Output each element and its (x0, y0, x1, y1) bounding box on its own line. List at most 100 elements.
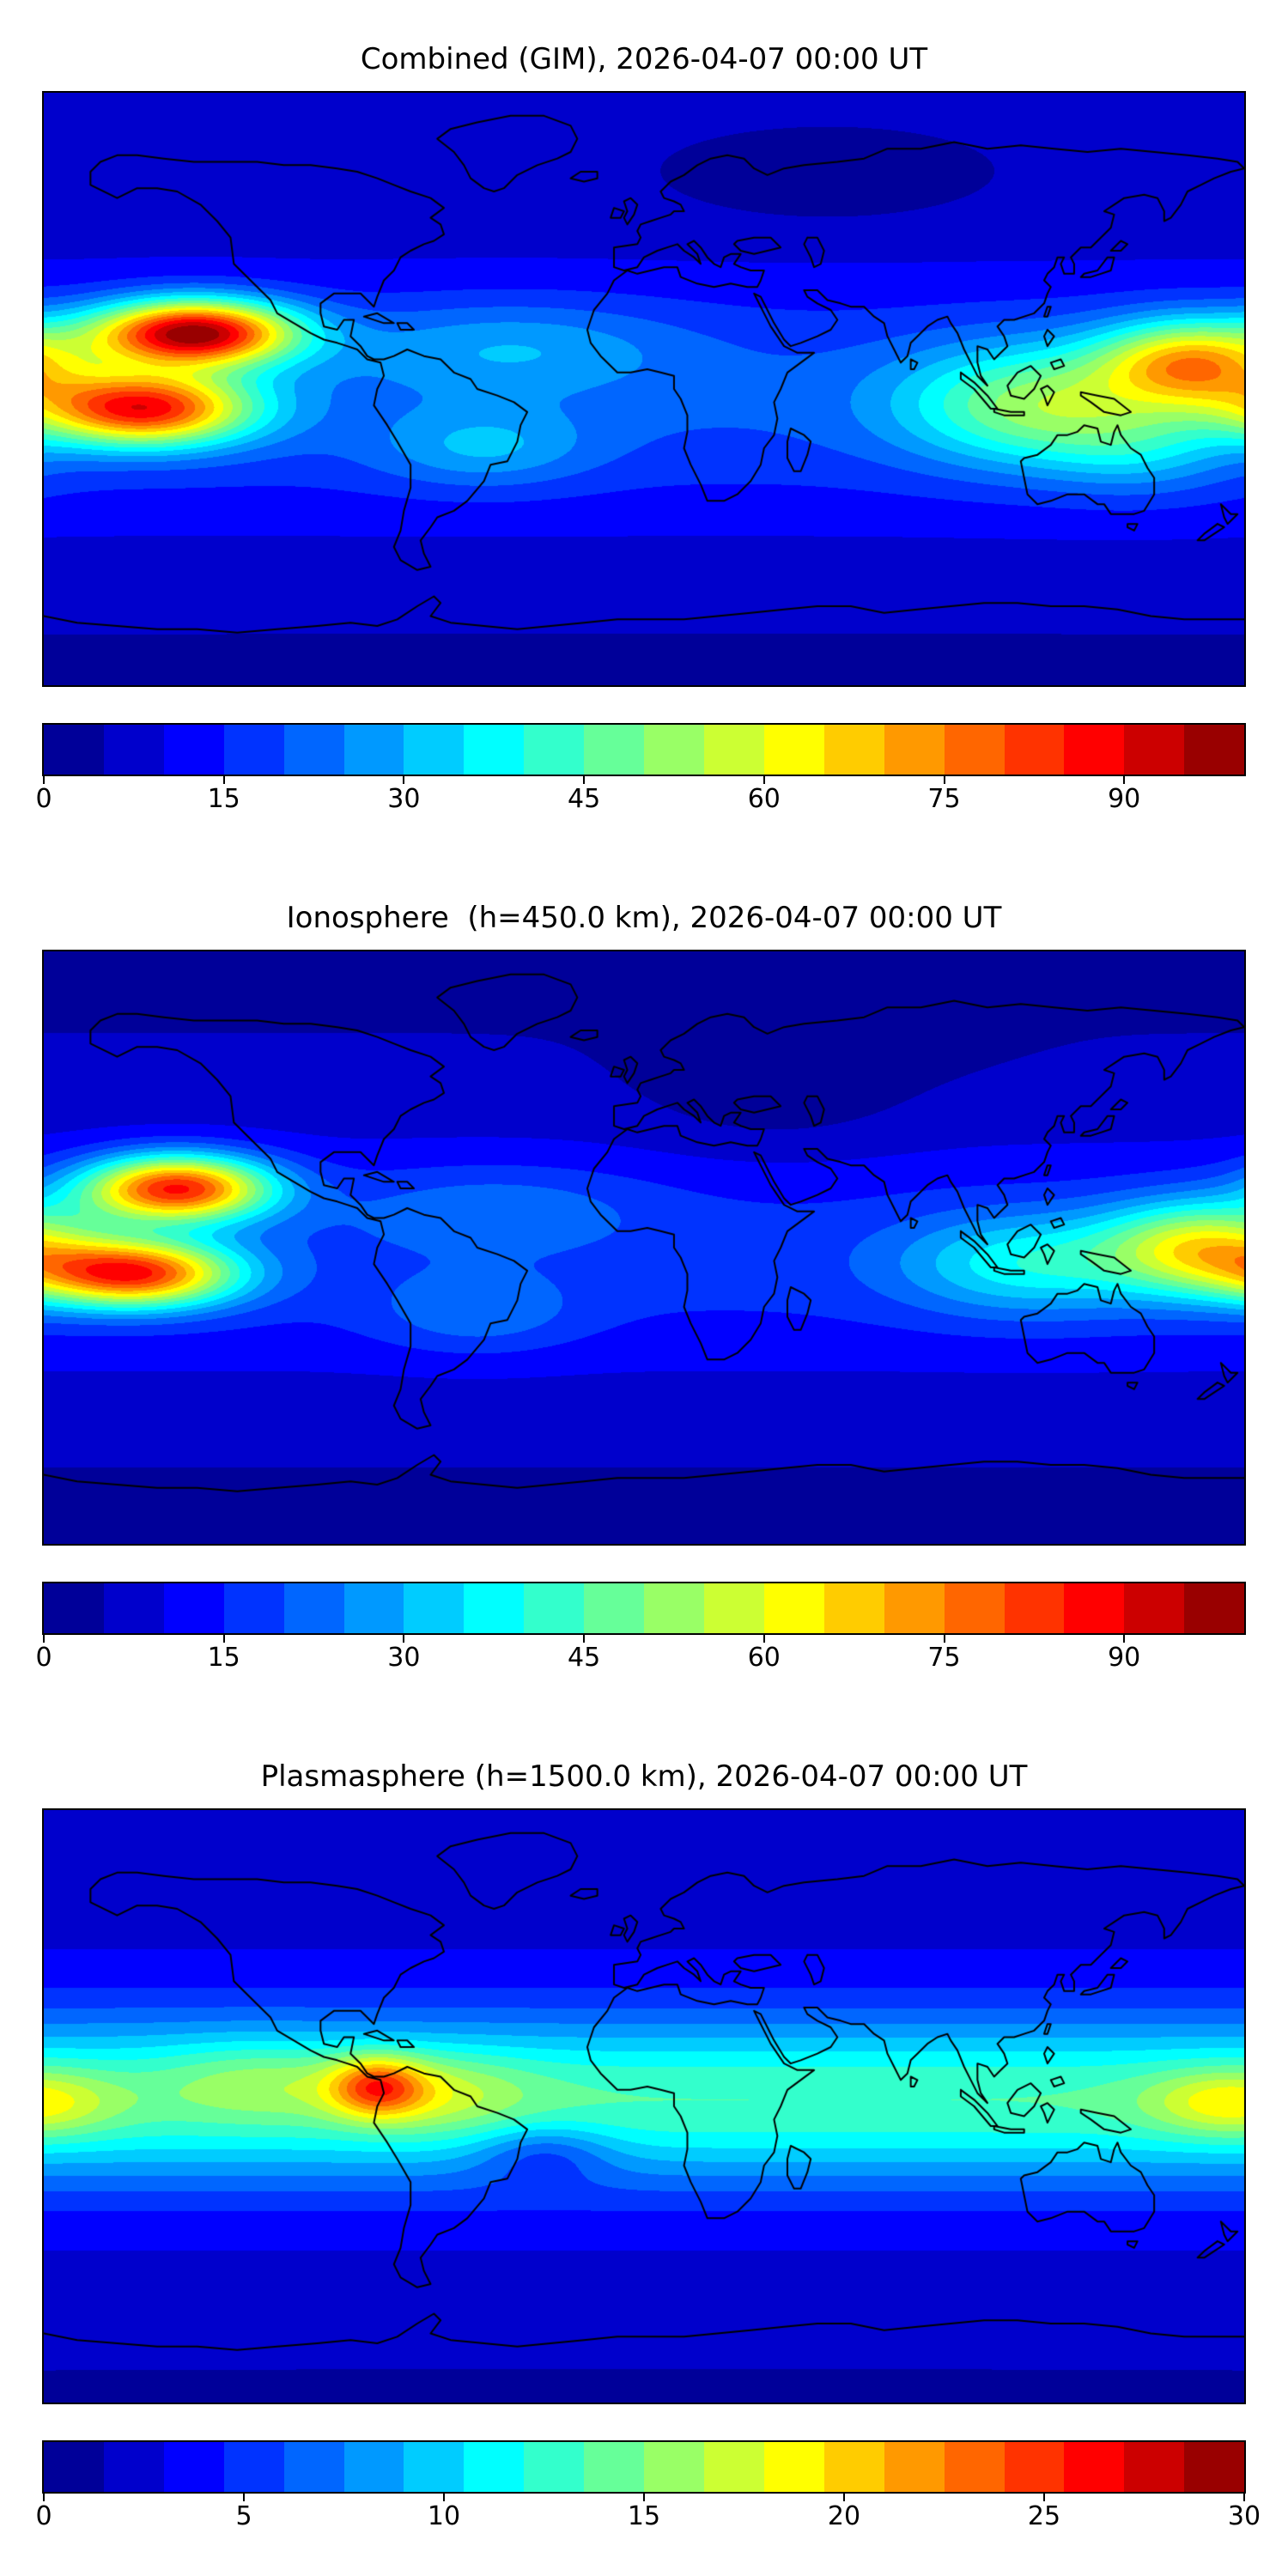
colorbar-segment (343, 1583, 404, 1633)
colorbar-segment (44, 725, 104, 775)
colorbar-segment (44, 1583, 104, 1633)
colorbar-segment (404, 725, 465, 775)
colorbar-ticks-plasmasphere: 0 5 10 15 20 25 30 (35, 2494, 1261, 2537)
colorbar-tickmark (43, 2494, 45, 2501)
colorbar-segment (644, 1583, 704, 1633)
colorbar-tick-label: 90 (1108, 1643, 1141, 1673)
colorbar-segment (1004, 1583, 1065, 1633)
colorbar-segment (763, 725, 824, 775)
map-combined-gim (42, 91, 1246, 687)
colorbar-segment (223, 725, 284, 775)
colorbar-tick-label: 0 (35, 2501, 52, 2531)
colorbar-combined (42, 723, 1246, 776)
colorbar-segment (283, 2442, 344, 2492)
colorbar-tickmark (243, 2494, 245, 2501)
panel-title-combined: Combined (GIM), 2026-04-07 00:00 UT (360, 42, 928, 76)
colorbar-segment (524, 1583, 585, 1633)
colorbar-ionosphere (42, 1582, 1246, 1635)
colorbar-tickmark (1043, 2494, 1045, 2501)
colorbar-segment (343, 725, 404, 775)
colorbar-segment (584, 725, 645, 775)
colorbar-segment (703, 2442, 764, 2492)
colorbar-segment (524, 725, 585, 775)
colorbar-segment (763, 1583, 824, 1633)
colorbar-segment (524, 2442, 585, 2492)
colorbar-tick-label: 30 (387, 784, 421, 814)
colorbar-segment (763, 2442, 824, 2492)
colorbar-tick-label: 60 (747, 784, 781, 814)
colorbar-segment (823, 725, 884, 775)
colorbar-segment (1004, 2442, 1065, 2492)
colorbar-segment (44, 2442, 104, 2492)
tec-map-canvas-combined (42, 91, 1246, 687)
colorbar-tickmark (943, 776, 945, 784)
colorbar-tick-label: 45 (568, 784, 601, 814)
colorbar-tickmark (222, 776, 225, 784)
colorbar-tick-label: 5 (235, 2501, 252, 2531)
colorbar-tickmark (843, 2494, 845, 2501)
colorbar-segment (1184, 725, 1245, 775)
colorbar-segment (703, 725, 764, 775)
colorbar-segment (103, 2442, 164, 2492)
colorbar-segment (944, 2442, 1005, 2492)
colorbar-tickmark (1243, 2494, 1245, 2501)
colorbar-tick-label: 0 (35, 1643, 52, 1673)
colorbar-segment (223, 2442, 284, 2492)
colorbar-tickmark (43, 776, 45, 784)
colorbar-tick-label: 10 (427, 2501, 461, 2531)
colorbar-segment (163, 725, 224, 775)
colorbar-tick-label: 0 (35, 784, 52, 814)
colorbar-plasmasphere (42, 2440, 1246, 2494)
colorbar-segment (283, 725, 344, 775)
colorbar-tickmark (1123, 776, 1126, 784)
colorbar-segment (823, 2442, 884, 2492)
colorbar-segment (223, 1583, 284, 1633)
colorbar-segment (944, 1583, 1005, 1633)
colorbar-segment (163, 2442, 224, 2492)
colorbar-tick-label: 20 (827, 2501, 861, 2531)
colorbar-segment (1124, 1583, 1185, 1633)
colorbar-segment (1184, 2442, 1245, 2492)
colorbar-tick-label: 30 (1227, 2501, 1261, 2531)
colorbar-tick-label: 45 (568, 1643, 601, 1673)
colorbar-segment (644, 2442, 704, 2492)
panel-title-ionosphere: Ionosphere (h=450.0 km), 2026-04-07 00:0… (286, 901, 1002, 935)
colorbar-segment (404, 2442, 465, 2492)
colorbar-segment (884, 1583, 945, 1633)
panel-ionosphere: Ionosphere (h=450.0 km), 2026-04-07 00:0… (0, 898, 1288, 1678)
colorbar-tickmark (762, 1635, 765, 1643)
colorbar-tick-label: 15 (627, 2501, 661, 2531)
colorbar-tickmark (583, 776, 586, 784)
colorbar-segment (1124, 725, 1185, 775)
colorbar-segment (343, 2442, 404, 2492)
colorbar-tickmark (222, 1635, 225, 1643)
colorbar-segment (464, 725, 525, 775)
colorbar-segment (884, 2442, 945, 2492)
colorbar-segment (103, 725, 164, 775)
colorbar-segment (1184, 1583, 1245, 1633)
colorbar-segment (1064, 725, 1125, 775)
colorbar-segment (944, 725, 1005, 775)
colorbar-segment (823, 1583, 884, 1633)
colorbar-ticks-ionosphere: 0 15 30 45 60 75 90 (35, 1635, 1244, 1678)
panel-plasmasphere: Plasmasphere (h=1500.0 km), 2026-04-07 0… (0, 1757, 1288, 2537)
colorbar-tick-label: 75 (927, 1643, 961, 1673)
colorbar-tickmark (403, 776, 405, 784)
colorbar-tick-label: 30 (387, 1643, 421, 1673)
colorbar-tickmark (403, 1635, 405, 1643)
colorbar-segment (584, 2442, 645, 2492)
colorbar-tickmark (1123, 1635, 1126, 1643)
colorbar-tick-label: 15 (207, 784, 240, 814)
panel-combined-gim: Combined (GIM), 2026-04-07 00:00 UT 0 15 3… (0, 39, 1288, 819)
colorbar-segment (703, 1583, 764, 1633)
colorbar-segment (103, 1583, 164, 1633)
colorbar-segment (884, 725, 945, 775)
colorbar-segment (464, 2442, 525, 2492)
colorbar-tick-label: 15 (207, 1643, 240, 1673)
tec-map-canvas-ionosphere (42, 950, 1246, 1546)
colorbar-tickmark (762, 776, 765, 784)
colorbar-segment (584, 1583, 645, 1633)
colorbar-tick-label: 25 (1027, 2501, 1061, 2531)
tec-map-canvas-plasmasphere (42, 1808, 1246, 2404)
